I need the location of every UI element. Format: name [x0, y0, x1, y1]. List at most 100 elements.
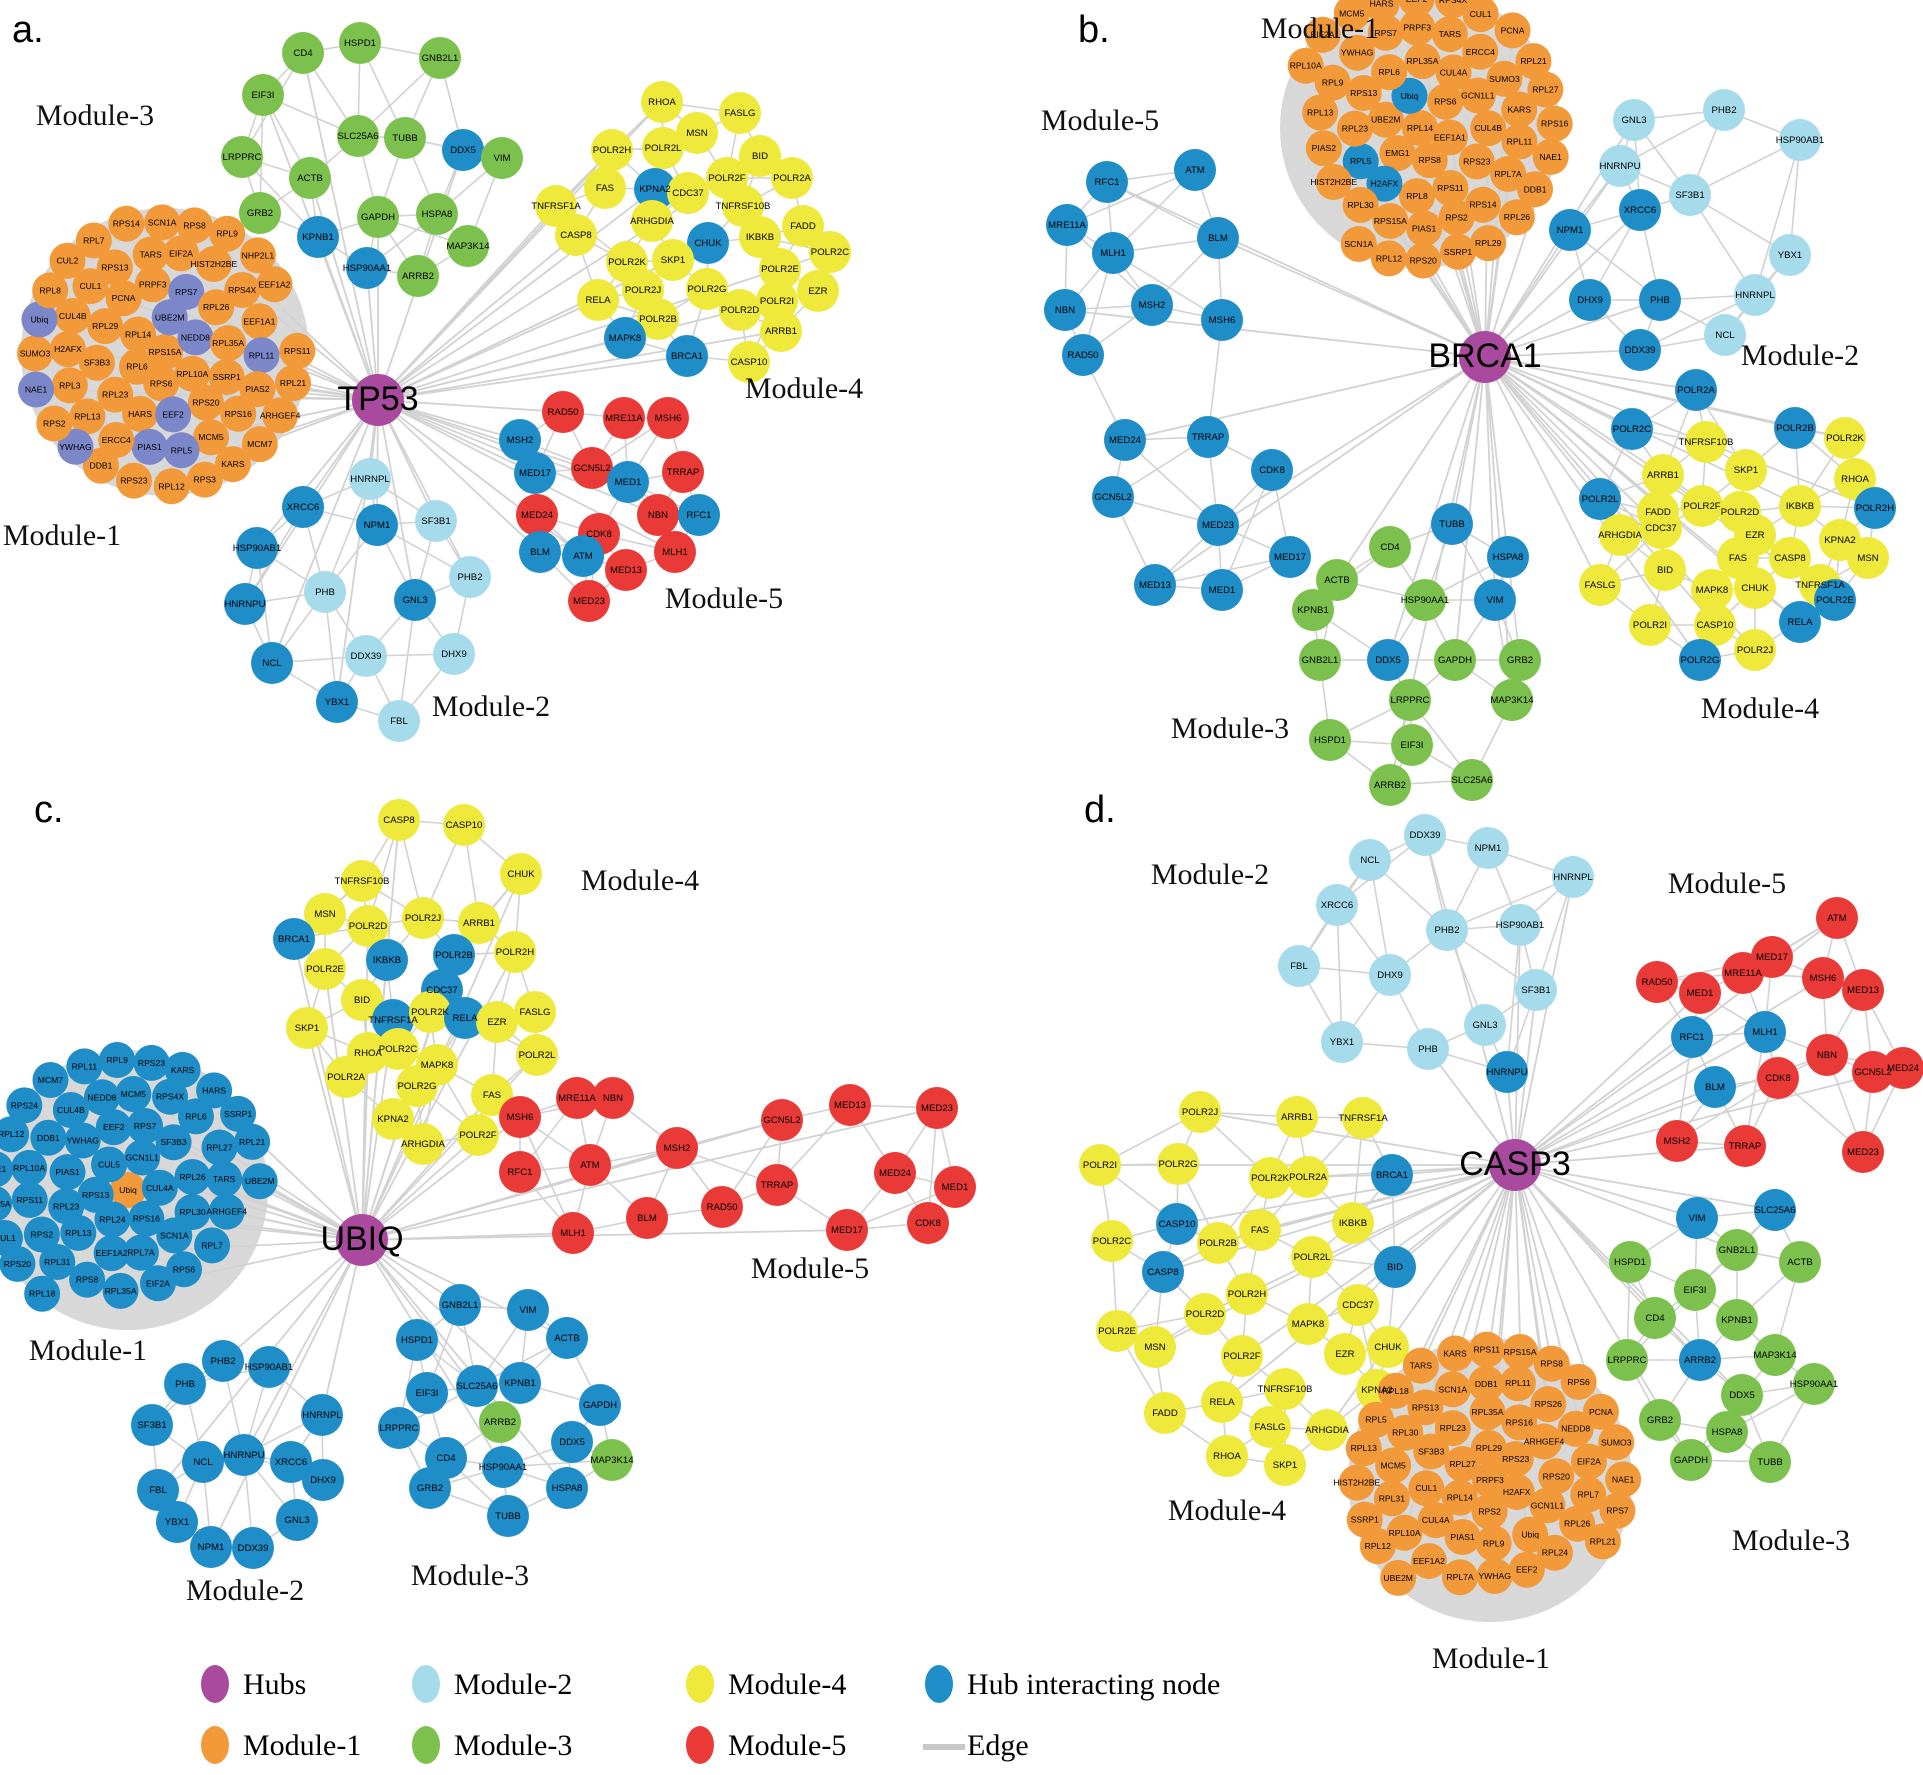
- node-label-HSPA8: HSPA8: [422, 209, 453, 220]
- node-label-CASP8: CASP8: [560, 230, 591, 241]
- node-label-BRCA1: BRCA1: [671, 351, 703, 362]
- node-label-POLR2I: POLR2I: [760, 296, 794, 307]
- panel-letter-d: d.: [1084, 789, 1116, 831]
- node-PIAS1: [49, 1154, 86, 1191]
- node-TRRAP: [756, 1164, 798, 1206]
- node-label-DDX39: DDX39: [351, 651, 382, 662]
- node-RPS24: [6, 1087, 43, 1124]
- node-label-ARHGEF4: ARHGEF4: [1524, 1436, 1565, 1446]
- node-VIM: [1676, 1197, 1718, 1239]
- node-DHX9: [1569, 279, 1611, 321]
- node-label-PHB2: PHB2: [457, 572, 482, 583]
- node-LRPPRC: [221, 136, 263, 178]
- node-label-MCM7: MCM7: [38, 1075, 64, 1085]
- node-label-MSH6: MSH6: [1810, 973, 1837, 984]
- node-MAP3K14: [1754, 1334, 1796, 1376]
- node-label-EIF2A: EIF2A: [1311, 30, 1335, 40]
- legend-swatch-hi: [925, 1665, 953, 1703]
- node-label-FBL: FBL: [1290, 961, 1308, 972]
- node-label-DDB1: DDB1: [1524, 184, 1547, 194]
- node-RPL23: [1336, 110, 1373, 147]
- node-RPS16: [1501, 1404, 1538, 1441]
- node-label-LRPPRC: LRPPRC: [380, 1423, 419, 1434]
- node-RPS8: [176, 207, 213, 244]
- node-RAD50: [701, 1186, 743, 1228]
- node-label-RPL12: RPL12: [1365, 1541, 1391, 1551]
- node-label-NBN: NBN: [1817, 1050, 1837, 1061]
- node-FADD: [1144, 1392, 1186, 1434]
- node-RPL26: [198, 289, 235, 326]
- node-label-ARRB2: ARRB2: [1374, 780, 1406, 791]
- node-SLC25A6: [456, 1365, 498, 1407]
- legend-label-edge: Edge: [967, 1729, 1029, 1762]
- node-RPL13: [1345, 1430, 1382, 1467]
- node-LRPPRC: [378, 1407, 420, 1449]
- node-HNRNPU: [223, 1434, 265, 1476]
- node-MED13: [605, 549, 647, 591]
- node-KPNB1: [1716, 1299, 1758, 1341]
- module-label-d-Module-1: Module-1: [1432, 1642, 1550, 1675]
- node-NCL: [1349, 839, 1391, 881]
- node-label-MED24: MED24: [521, 510, 554, 521]
- node-label-GNB2L1: GNB2L1: [1302, 655, 1339, 666]
- node-label-HIST2H2BE: HIST2H2BE: [190, 259, 237, 269]
- node-label-RPL3: RPL3: [59, 380, 81, 390]
- node-POLR2G: [1679, 639, 1721, 681]
- node-label-CUL4A: CUL4A: [1422, 1515, 1450, 1525]
- node-ATM: [562, 535, 604, 577]
- node-NEDD8: [1557, 1410, 1594, 1447]
- hub-edge: [377, 299, 599, 401]
- node-label-RPL12: RPL12: [1376, 253, 1402, 263]
- node-label-RELA: RELA: [1787, 617, 1813, 628]
- node-label-MED17: MED17: [831, 1225, 863, 1236]
- node-POLR2L: [516, 1034, 558, 1076]
- node-XRCC6: [270, 1441, 312, 1483]
- node-label-ATM: ATM: [1185, 165, 1205, 176]
- node-EIF3I: [1391, 724, 1433, 766]
- node-RPL5: [1342, 143, 1379, 180]
- node-label-ARHGDIA: ARHGDIA: [1598, 530, 1642, 541]
- node-EIF3I: [406, 1372, 448, 1414]
- node-RPL35A: [210, 325, 247, 362]
- node-label-MED13: MED13: [610, 565, 642, 576]
- node-RFC1: [499, 1151, 541, 1193]
- node-label-FASLG: FASLG: [1585, 580, 1616, 591]
- node-RPL23: [48, 1188, 85, 1225]
- node-label-POLR2C: POLR2C: [379, 1044, 417, 1055]
- node-RPL7A: [1441, 1559, 1478, 1596]
- node-RPL31: [1373, 1480, 1410, 1517]
- node-EMG1: [1379, 135, 1416, 172]
- node-label-POLR2E: POLR2E: [306, 964, 344, 975]
- node-label-CASP10: CASP10: [731, 357, 768, 368]
- node-label-RPS2: RPS2: [31, 1230, 54, 1240]
- node-label-VIM: VIM: [1486, 595, 1503, 606]
- node-HSP90AB1: [1499, 904, 1541, 946]
- node-label-PRPF3: PRPF3: [1476, 1475, 1504, 1485]
- node-RPS11: [1432, 170, 1469, 207]
- node-label-KPNB1: KPNB1: [302, 232, 333, 243]
- node-MED24: [1882, 1047, 1923, 1089]
- node-label-YBX1: YBX1: [1778, 250, 1803, 261]
- node-YBX1: [156, 1501, 198, 1543]
- node-label-DHX9: DHX9: [310, 1475, 336, 1486]
- node-label-CASP10: CASP10: [446, 820, 483, 831]
- node-RPL14: [1402, 110, 1438, 146]
- node-label-H2AFX: H2AFX: [1371, 179, 1399, 189]
- node-label-POLR2B: POLR2B: [1199, 1238, 1237, 1249]
- node-label-MCM5: MCM5: [1381, 1461, 1407, 1471]
- node-PIAS1: [1406, 210, 1443, 247]
- hub-edge: [1484, 299, 1661, 358]
- node-label-MED1: MED1: [1209, 585, 1236, 596]
- node-BRCA1: [273, 918, 315, 960]
- hub-edge: [361, 1052, 369, 1241]
- node-VIM: [1474, 579, 1516, 621]
- node-label-RPS13: RPS13: [82, 1190, 109, 1200]
- node-label-DDB1: DDB1: [37, 1133, 60, 1143]
- node-label-RELA: RELA: [585, 295, 611, 306]
- node-HSP90AA1: [482, 1446, 524, 1488]
- node-GNB2L1: [1299, 639, 1341, 681]
- hub-edge: [377, 205, 557, 401]
- node-RPL13: [1302, 94, 1339, 131]
- node-HNRNPL: [349, 458, 391, 500]
- node-label-EEF1A2: EEF1A2: [96, 1248, 128, 1258]
